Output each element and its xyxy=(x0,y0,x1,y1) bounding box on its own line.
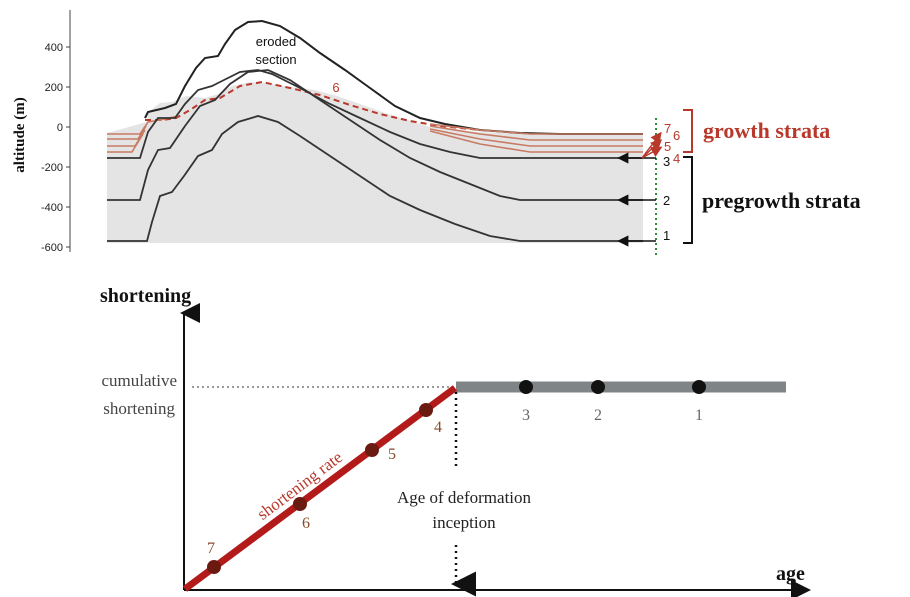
altitude-axis-label: altitude (m) xyxy=(12,97,28,172)
cross-section: 400 200 0 -200 -400 -600 altitude (m) er… xyxy=(12,10,861,256)
tick-label: -600 xyxy=(41,242,63,254)
arrow-growth-5 xyxy=(641,146,663,159)
growth-point-4 xyxy=(419,403,433,417)
shortening-rate-line xyxy=(182,385,458,592)
growth-point-label-7: 7 xyxy=(207,540,215,557)
eroded-label-line2: section xyxy=(255,52,296,67)
pregrowth-point-labels: 3 2 1 xyxy=(522,407,703,424)
growth-strata-label: growth strata xyxy=(703,118,830,143)
inception-label-line1: Age of deformation xyxy=(397,488,532,507)
horizon-label-5: 5 xyxy=(664,139,671,154)
pregrowth-point-label-2: 2 xyxy=(594,407,602,424)
tick-label: 400 xyxy=(45,42,63,54)
growth-point-label-4: 4 xyxy=(434,419,442,436)
horizon-3 xyxy=(107,69,643,159)
growth-point-5 xyxy=(365,443,379,457)
pregrowth-point-label-1: 1 xyxy=(695,407,703,424)
cumulative-label-line1: cumulative xyxy=(101,371,177,390)
growth-points xyxy=(207,403,433,574)
pregrowth-strata-label: pregrowth strata xyxy=(702,188,861,213)
surface-6-label: 6 xyxy=(332,80,339,95)
inception-label-line2: inception xyxy=(432,513,496,532)
horizon-1 xyxy=(107,115,643,242)
horizon-label-7: 7 xyxy=(664,121,671,136)
pregrowth-strata-bracket xyxy=(683,156,693,244)
pregrowth-points xyxy=(519,380,706,394)
growth-point-7 xyxy=(207,560,221,574)
shortening-rate-label: shortening rate xyxy=(253,447,345,523)
age-axis-label: age xyxy=(776,563,805,585)
tick-label: 0 xyxy=(57,122,63,134)
growth-point-6 xyxy=(293,497,307,511)
altitude-ticks xyxy=(66,46,70,248)
tick-label: 200 xyxy=(45,82,63,94)
pregrowth-horizons xyxy=(107,69,643,242)
growth-layers xyxy=(107,115,643,153)
shortening-chart: shortening age cumulative shortening sho… xyxy=(100,285,811,597)
pregrowth-point-3 xyxy=(519,380,533,394)
horizon-label-1: 1 xyxy=(663,228,670,243)
growth-point-label-5: 5 xyxy=(388,446,396,463)
horizon-2 xyxy=(107,69,643,201)
pregrowth-point-1 xyxy=(692,380,706,394)
altitude-tick-labels: 400 200 0 -200 -400 -600 xyxy=(41,42,63,254)
eroded-label-line1: eroded xyxy=(256,34,296,49)
horizon-label-4: 4 xyxy=(673,151,680,166)
growth-point-label-6: 6 xyxy=(302,515,310,532)
pregrowth-point-label-3: 3 xyxy=(522,407,530,424)
arrow-growth-7 xyxy=(641,131,662,159)
horizon-label-3: 3 xyxy=(663,154,670,169)
horizon-arrows xyxy=(617,131,663,247)
horizon-label-2: 2 xyxy=(663,193,670,208)
tick-label: -400 xyxy=(41,202,63,214)
cumulative-label-line2: shortening xyxy=(103,399,175,418)
shortening-axis-label: shortening xyxy=(100,285,191,307)
horizon-label-6: 6 xyxy=(673,128,680,143)
pregrowth-point-2 xyxy=(591,380,605,394)
tick-label: -200 xyxy=(41,162,63,174)
horizon-labels: 7 6 5 4 3 2 1 xyxy=(663,121,680,243)
growth-point-labels: 7 6 5 4 xyxy=(207,419,442,557)
growth-strata-bracket xyxy=(683,109,693,153)
section-fill xyxy=(107,82,643,243)
